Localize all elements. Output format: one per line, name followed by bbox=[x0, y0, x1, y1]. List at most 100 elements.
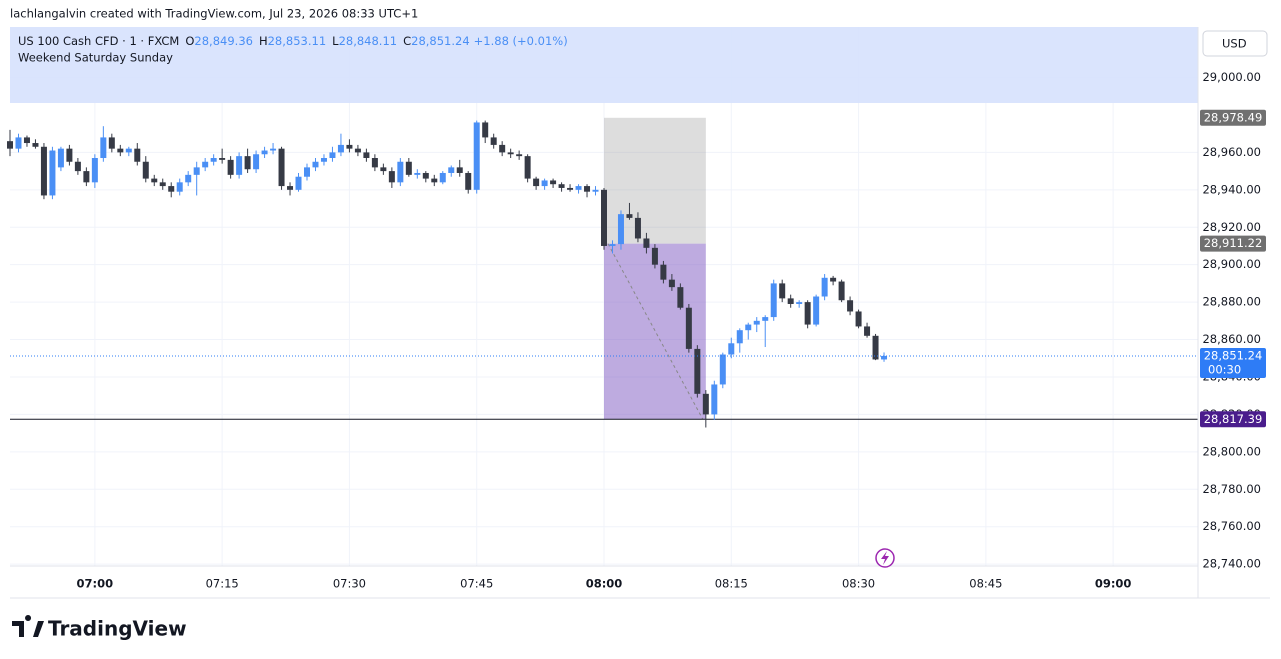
plot bbox=[7, 117, 1198, 428]
candle-body bbox=[626, 214, 633, 218]
legend-key: L bbox=[332, 34, 339, 48]
price-label: 28,911.22 bbox=[1204, 236, 1263, 250]
x-tick-label: 07:30 bbox=[333, 577, 366, 591]
candle-body bbox=[499, 144, 506, 153]
candle-body bbox=[83, 171, 90, 183]
candle-body bbox=[838, 281, 845, 301]
candle-body bbox=[872, 335, 879, 360]
candle-body bbox=[397, 161, 404, 183]
y-tick-label: 28,780.00 bbox=[1202, 482, 1261, 496]
candle-body bbox=[227, 159, 234, 175]
logo-text: TradingView bbox=[48, 617, 187, 641]
candle-body bbox=[32, 143, 39, 147]
candle-body bbox=[236, 156, 243, 175]
candle-body bbox=[465, 172, 472, 190]
y-tick-label: 28,760.00 bbox=[1202, 519, 1261, 533]
y-tick-label: 29,000.00 bbox=[1202, 70, 1261, 84]
candle-body bbox=[787, 298, 794, 304]
candle-body bbox=[49, 150, 56, 196]
candle-body bbox=[253, 154, 260, 170]
candle-body bbox=[651, 247, 658, 265]
candle-body bbox=[643, 238, 650, 248]
x-tick-label: 08:45 bbox=[969, 577, 1002, 591]
candle-body bbox=[270, 148, 277, 151]
candle-body bbox=[533, 178, 540, 187]
candle-body bbox=[202, 161, 209, 168]
candle-body bbox=[516, 154, 523, 157]
candle-body bbox=[575, 186, 582, 190]
candle-body bbox=[108, 137, 115, 149]
x-tick-label: 07:00 bbox=[77, 577, 114, 591]
candle-body bbox=[855, 311, 862, 327]
legend-change: +1.88 (+0.01%) bbox=[474, 34, 568, 48]
candle-body bbox=[329, 152, 336, 159]
price-label-box bbox=[1200, 109, 1266, 126]
candle-body bbox=[371, 158, 378, 168]
candle-body bbox=[337, 144, 344, 153]
candle-body bbox=[753, 320, 760, 325]
candle-body bbox=[23, 137, 30, 144]
candle-body bbox=[414, 172, 421, 175]
candle-body bbox=[422, 172, 429, 179]
candle-body bbox=[295, 176, 302, 190]
candle-body bbox=[431, 178, 438, 183]
candle-body bbox=[524, 156, 531, 179]
currency-button[interactable] bbox=[1202, 30, 1268, 57]
candle-body bbox=[74, 161, 81, 172]
candle-body bbox=[507, 152, 514, 155]
candle-body bbox=[312, 161, 319, 168]
candle-body bbox=[346, 144, 353, 149]
logo: TradingView bbox=[12, 615, 187, 641]
candle-body bbox=[159, 182, 166, 187]
legend-key: O bbox=[185, 34, 194, 48]
price-label-box bbox=[1200, 235, 1266, 252]
candle-body bbox=[91, 158, 98, 183]
candle-body bbox=[168, 186, 175, 192]
legend: US 100 Cash CFD · 1 · FXCM O28,849.36 H28,… bbox=[18, 34, 568, 48]
currency[interactable]: USD bbox=[1222, 37, 1247, 51]
y-tick-label: 28,960.00 bbox=[1202, 145, 1261, 159]
candle-body bbox=[66, 148, 73, 162]
candle-body bbox=[7, 141, 13, 149]
candle-body bbox=[592, 189, 599, 192]
candle-body bbox=[813, 296, 820, 325]
candle-body bbox=[762, 317, 769, 321]
y-tick-label: 28,880.00 bbox=[1202, 295, 1261, 309]
candle-body bbox=[634, 217, 641, 239]
candle-body bbox=[405, 161, 412, 175]
candle-body bbox=[473, 122, 480, 190]
candle-body bbox=[320, 158, 327, 162]
x-tick-label: 07:15 bbox=[206, 577, 239, 591]
x-tick-label: 08:15 bbox=[715, 577, 748, 591]
y-tick-label: 28,860.00 bbox=[1202, 332, 1261, 346]
candle-body bbox=[134, 148, 141, 162]
candle-body bbox=[40, 146, 47, 196]
candle-body bbox=[685, 307, 692, 349]
alert-icon[interactable] bbox=[875, 548, 895, 568]
legend-key: C bbox=[403, 34, 411, 48]
last-price-box bbox=[1200, 347, 1266, 378]
candle-body bbox=[219, 158, 226, 160]
candle-body bbox=[278, 148, 285, 187]
x-tick-label: 09:00 bbox=[1095, 577, 1132, 591]
alert-bolt[interactable] bbox=[881, 551, 889, 565]
candle-body bbox=[363, 152, 370, 159]
x-tick-label: 08:30 bbox=[842, 577, 875, 591]
candle-body bbox=[125, 148, 132, 153]
candle-body bbox=[380, 167, 387, 172]
candle-body bbox=[456, 167, 463, 173]
legend-symbol: US 100 Cash CFD · 1 · FXCM bbox=[18, 34, 179, 48]
candle-body bbox=[210, 158, 217, 162]
candle-body bbox=[881, 355, 888, 360]
axes: 28,740.00 28,760.00 28,780.00 28,800.00 28,8… bbox=[77, 70, 1266, 591]
candle-body bbox=[779, 283, 786, 299]
logo-mark bbox=[12, 615, 44, 637]
legend-value: 28,849.36 bbox=[194, 34, 253, 48]
candle-body bbox=[804, 302, 811, 325]
candle-body bbox=[117, 148, 124, 153]
candle-body bbox=[584, 186, 591, 192]
candle-body bbox=[490, 137, 497, 145]
session-label: Weekend Saturday Sunday bbox=[18, 51, 173, 65]
legend-value: 28,853.11 bbox=[268, 34, 327, 48]
